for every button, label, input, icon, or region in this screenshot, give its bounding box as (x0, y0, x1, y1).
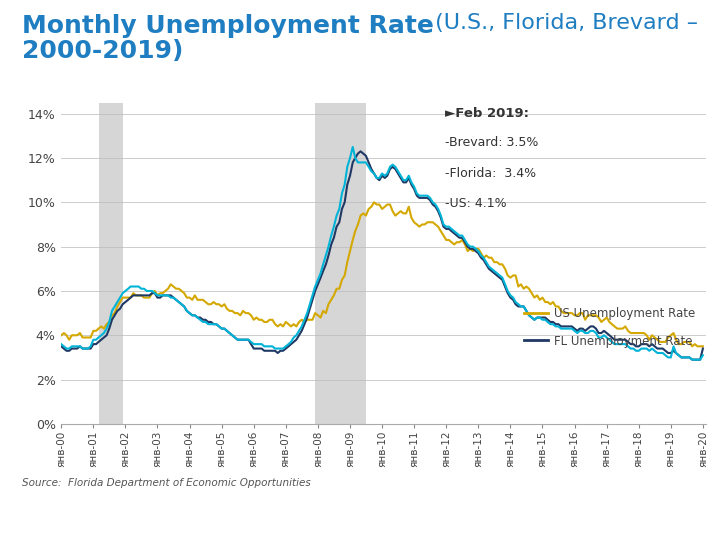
Text: Source:  Florida Department of Economic Opportunities: Source: Florida Department of Economic O… (22, 478, 310, 488)
Text: Monthly Unemployment Rate: Monthly Unemployment Rate (22, 14, 433, 37)
Text: (U.S., Florida, Brevard –: (U.S., Florida, Brevard – (428, 14, 698, 33)
Text: -Florida:  3.4%: -Florida: 3.4% (445, 167, 536, 180)
Text: -US: 4.1%: -US: 4.1% (445, 198, 506, 211)
Line: FL Unemployment Rate: FL Unemployment Rate (61, 151, 703, 360)
Line: US Unemployment Rate: US Unemployment Rate (61, 202, 703, 346)
Text: -Brevard: 3.5%: -Brevard: 3.5% (445, 136, 538, 150)
Legend: US Unemployment Rate, FL Unemployment Rate: US Unemployment Rate, FL Unemployment Ra… (520, 303, 700, 352)
Text: 2000-2019): 2000-2019) (22, 39, 183, 63)
Bar (99, 103, 122, 424)
Bar (315, 103, 366, 424)
Text: ►Feb 2019:: ►Feb 2019: (445, 107, 528, 120)
